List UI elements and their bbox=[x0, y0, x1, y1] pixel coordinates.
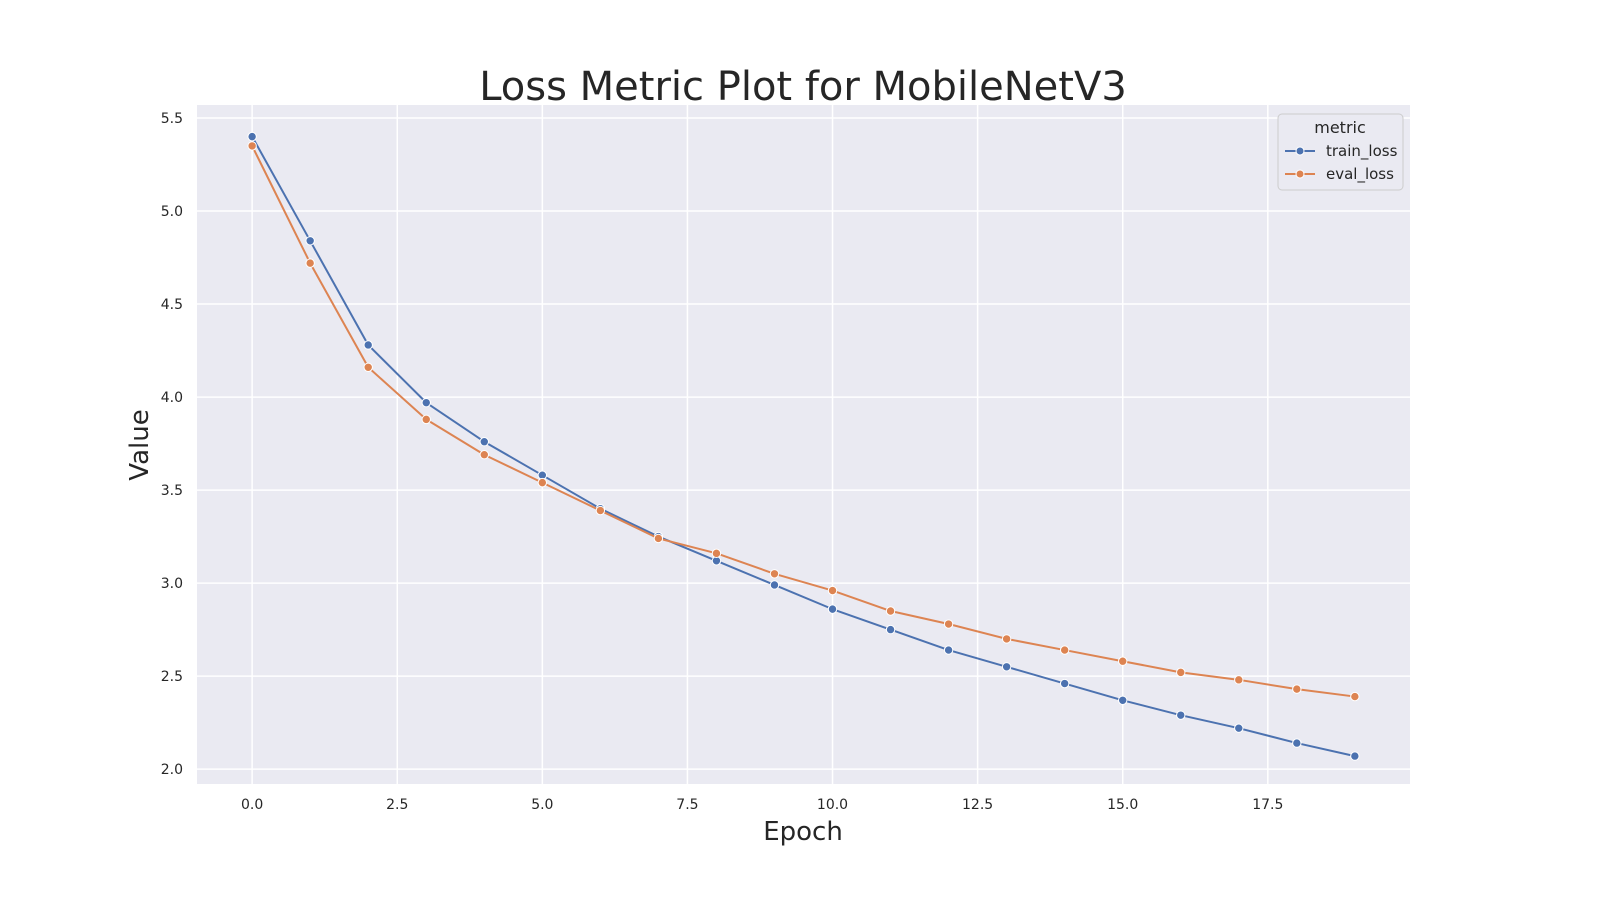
data-point bbox=[363, 340, 373, 350]
x-tick-label: 7.5 bbox=[676, 797, 698, 813]
y-tick-label: 5.0 bbox=[161, 204, 183, 220]
data-point bbox=[421, 397, 431, 408]
x-tick-labels: 0.0 2.5 5.0 7.5 10.0 12.5 15.0 17.5 bbox=[241, 797, 1283, 813]
x-axis-label: Epoch bbox=[763, 817, 843, 847]
series-layer bbox=[247, 131, 1360, 761]
x-tick-label: 2.5 bbox=[386, 797, 408, 813]
x-tick-label: 15.0 bbox=[1107, 797, 1138, 813]
data-point bbox=[247, 131, 257, 142]
data-point bbox=[1176, 667, 1186, 678]
x-tick-label: 17.5 bbox=[1252, 797, 1283, 813]
data-point bbox=[827, 585, 838, 596]
data-point bbox=[479, 437, 489, 447]
data-point bbox=[769, 569, 780, 579]
data-point bbox=[1350, 691, 1360, 702]
y-axis-label: Value bbox=[125, 409, 155, 480]
legend-marker bbox=[1295, 169, 1305, 179]
series-line bbox=[251, 135, 1356, 758]
data-point bbox=[1118, 695, 1128, 705]
x-tick-label: 10.0 bbox=[817, 797, 848, 813]
legend-marker bbox=[1295, 146, 1305, 156]
data-point bbox=[1059, 678, 1070, 689]
legend-entries: train_loss eval_loss bbox=[1285, 142, 1398, 184]
y-tick-label: 4.5 bbox=[161, 297, 183, 313]
plot-area bbox=[197, 105, 1410, 784]
data-point bbox=[1118, 656, 1128, 666]
data-point bbox=[885, 624, 896, 635]
y-tick-label: 5.5 bbox=[161, 111, 183, 127]
x-tick-label: 0.0 bbox=[241, 797, 263, 813]
data-point bbox=[305, 258, 315, 268]
data-point bbox=[1234, 723, 1244, 733]
legend-entry: eval_loss bbox=[1285, 165, 1394, 184]
data-point bbox=[305, 236, 315, 246]
y-tick-label: 3.5 bbox=[161, 483, 183, 499]
x-tick-label: 5.0 bbox=[531, 797, 553, 813]
legend-label: train_loss bbox=[1326, 142, 1398, 161]
legend-title: metric bbox=[1314, 118, 1366, 137]
data-point bbox=[479, 450, 489, 460]
x-gridlines bbox=[251, 105, 1269, 784]
y-tick-label: 4.0 bbox=[161, 390, 183, 406]
series-eval-loss bbox=[247, 141, 1360, 702]
data-point bbox=[653, 533, 664, 544]
data-point bbox=[769, 580, 780, 590]
y-tick-labels: 2.0 2.5 3.0 3.5 4.0 4.5 5.0 5.5 bbox=[161, 111, 183, 778]
data-point bbox=[885, 606, 896, 616]
y-tick-label: 2.0 bbox=[161, 762, 183, 778]
data-point bbox=[827, 604, 838, 614]
data-point bbox=[1059, 645, 1070, 655]
data-point bbox=[537, 477, 548, 488]
data-point bbox=[247, 141, 257, 151]
data-point bbox=[943, 645, 954, 655]
series-line bbox=[251, 144, 1356, 698]
legend-box bbox=[1277, 113, 1404, 191]
y-tick-label: 2.5 bbox=[161, 669, 183, 685]
data-point bbox=[1001, 662, 1012, 672]
chart-title: Loss Metric Plot for MobileNetV3 bbox=[479, 64, 1127, 110]
y-tick-label: 3.0 bbox=[161, 576, 183, 592]
legend-label: eval_loss bbox=[1326, 165, 1394, 184]
data-point bbox=[363, 362, 373, 372]
data-point bbox=[711, 548, 722, 559]
x-tick-label: 12.5 bbox=[962, 797, 993, 813]
data-point bbox=[1292, 684, 1302, 694]
data-point bbox=[1001, 634, 1012, 644]
legend: metric train_loss eval_loss bbox=[1277, 113, 1404, 191]
data-point bbox=[1350, 751, 1360, 761]
data-point bbox=[421, 414, 431, 425]
data-point bbox=[1292, 738, 1302, 748]
data-point bbox=[1234, 675, 1244, 685]
data-point bbox=[1176, 710, 1186, 720]
legend-entry: train_loss bbox=[1285, 142, 1398, 161]
data-point bbox=[943, 619, 954, 629]
data-point bbox=[595, 505, 606, 516]
